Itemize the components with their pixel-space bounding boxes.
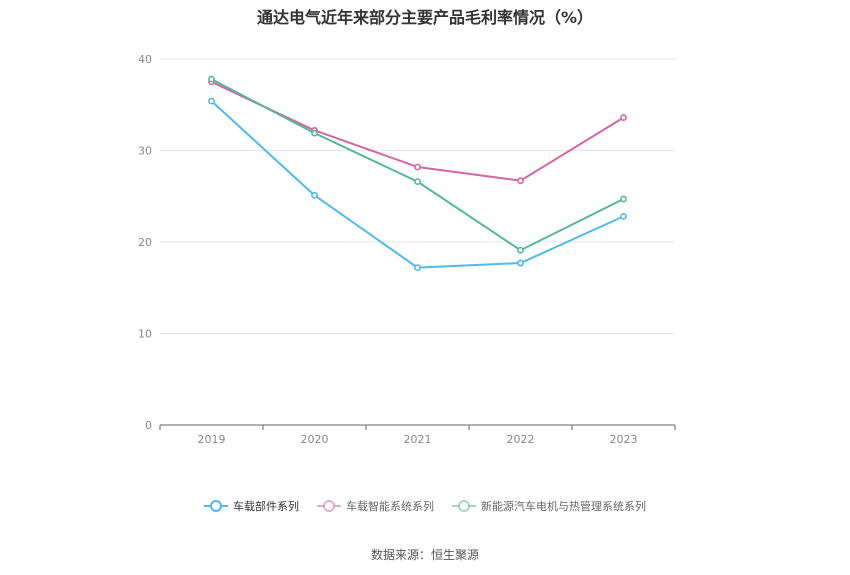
chart-legend: 车载部件系列 车载智能系统系列 新能源汽车电机与热管理系统系列 <box>0 498 850 514</box>
legend-item-2[interactable]: 车载智能系统系列 <box>317 498 434 514</box>
legend-swatch-icon <box>452 500 476 512</box>
legend-swatch-icon <box>204 500 228 512</box>
data-point[interactable] <box>414 178 421 186</box>
y-tick-label: 30 <box>138 145 152 158</box>
data-point[interactable] <box>517 259 524 267</box>
data-point[interactable] <box>517 177 524 185</box>
legend-label: 新能源汽车电机与热管理系统系列 <box>481 500 646 513</box>
chart-title: 通达电气近年来部分主要产品毛利率情况（%） <box>256 8 594 27</box>
y-tick-label: 40 <box>138 53 152 66</box>
data-source-note: 数据来源：恒生聚源 <box>370 548 479 562</box>
x-tick-label: 2019 <box>198 433 226 446</box>
data-point[interactable] <box>620 195 627 203</box>
y-tick-label: 10 <box>138 328 152 341</box>
legend-item-1[interactable]: 车载部件系列 <box>204 498 299 514</box>
legend-swatch-icon <box>317 500 341 512</box>
legend-label: 车载部件系列 <box>233 500 299 513</box>
data-point[interactable] <box>620 114 627 121</box>
data-point[interactable] <box>311 191 318 199</box>
x-tick-label: 2022 <box>507 433 535 446</box>
data-point[interactable] <box>208 97 215 105</box>
data-point[interactable] <box>517 246 524 254</box>
data-point[interactable] <box>414 264 421 272</box>
x-tick-label: 2020 <box>301 433 329 446</box>
legend-item-3[interactable]: 新能源汽车电机与热管理系统系列 <box>452 498 646 514</box>
data-point[interactable] <box>208 75 215 83</box>
y-tick-label: 0 <box>145 419 152 432</box>
data-point[interactable] <box>620 212 627 220</box>
data-point[interactable] <box>414 163 421 171</box>
x-tick-label: 2023 <box>610 433 638 446</box>
data-point[interactable] <box>311 129 318 137</box>
x-tick-label: 2021 <box>404 433 432 446</box>
y-tick-label: 20 <box>138 236 152 249</box>
legend-label: 车载智能系统系列 <box>346 500 434 513</box>
